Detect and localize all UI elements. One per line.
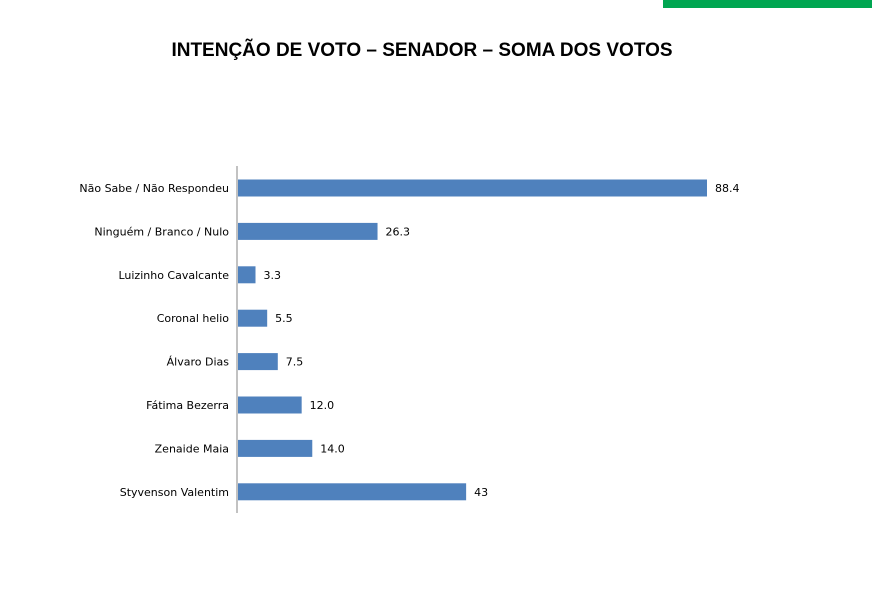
category-label: Não Sabe / Não Respondeu (79, 182, 229, 195)
category-label: Álvaro Dias (167, 356, 230, 369)
category-label: Styvenson Valentim (120, 486, 229, 499)
data-label: 3.3 (264, 269, 282, 282)
category-label: Ninguém / Branco / Nulo (94, 225, 229, 238)
chart-title: INTENÇÃO DE VOTO – SENADOR – SOMA DOS VO… (171, 40, 673, 61)
data-label: 7.5 (286, 356, 304, 369)
category-label: Zenaide Maia (155, 442, 229, 455)
data-label: 43 (474, 486, 488, 499)
bar (238, 222, 378, 240)
data-label: 12.0 (310, 399, 335, 412)
bar (238, 266, 256, 284)
category-label: Fátima Bezerra (146, 399, 229, 412)
bar (238, 309, 268, 327)
category-label: Luizinho Cavalcante (118, 269, 229, 282)
bar (238, 353, 278, 371)
data-label: 88.4 (715, 182, 740, 195)
bar (238, 483, 467, 501)
bar (238, 396, 302, 414)
green-accent-bar (663, 0, 872, 8)
bar (238, 439, 313, 457)
data-label: 5.5 (275, 312, 293, 325)
bar (238, 179, 707, 197)
data-label: 14.0 (320, 442, 345, 455)
data-label: 26.3 (386, 225, 411, 238)
category-label: Coronal helio (157, 312, 230, 325)
